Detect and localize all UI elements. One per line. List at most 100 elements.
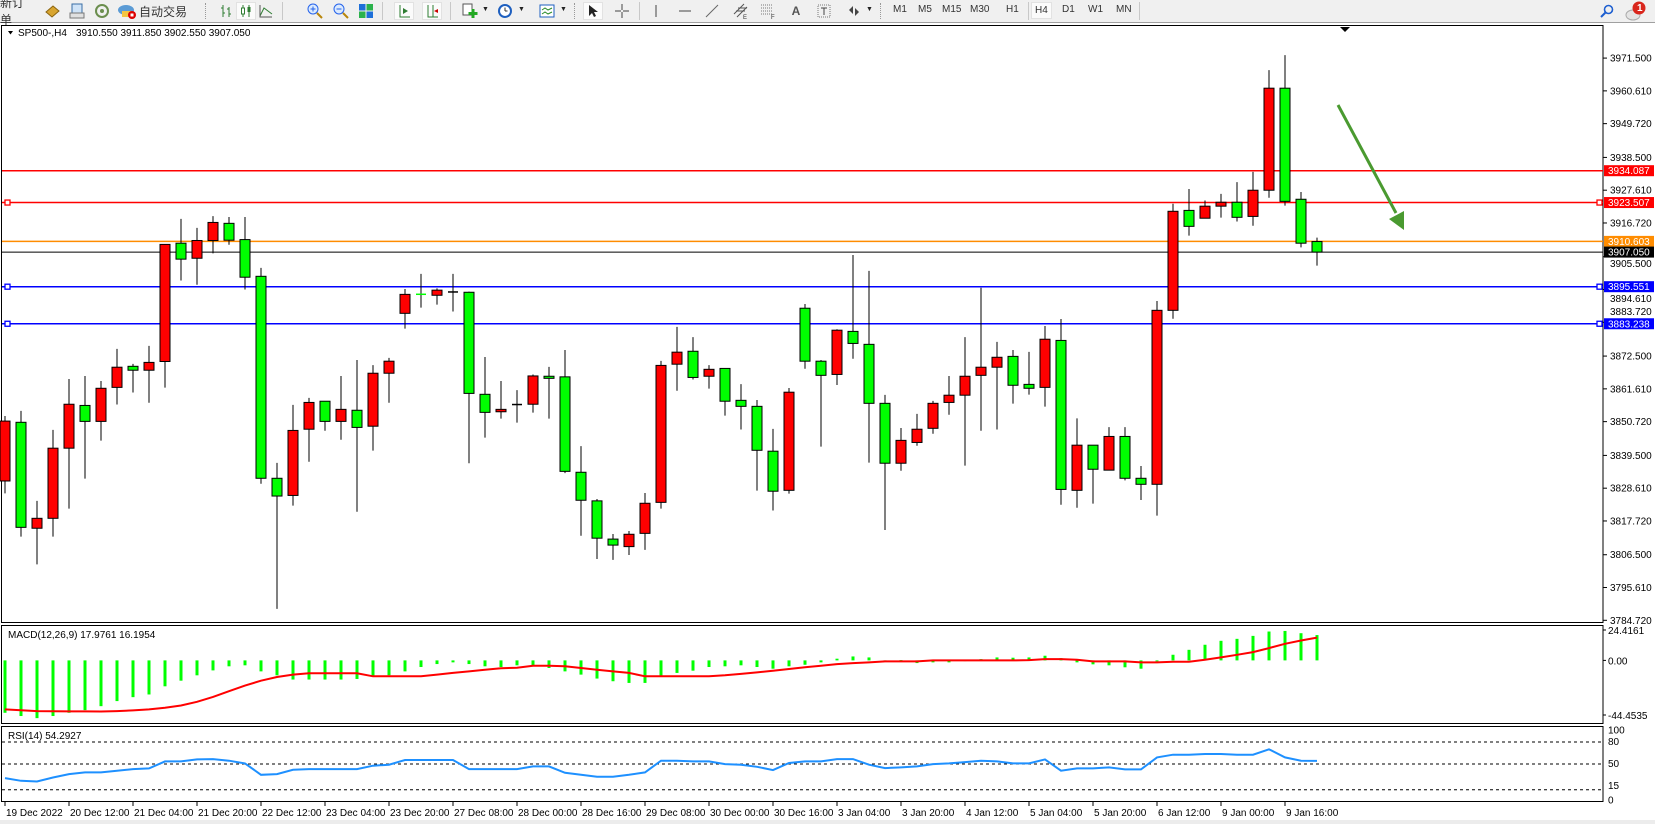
chart-header: SP500-,H4 3910.550 3911.850 3902.550 390… [8, 28, 251, 39]
chart-shift-icon[interactable] [422, 2, 442, 20]
candle-body [79, 404, 91, 422]
price-tag-label: 3910.603 [1608, 237, 1650, 248]
notifications-button[interactable]: 1 [1622, 1, 1650, 21]
candle [255, 267, 267, 484]
candle-body [543, 375, 555, 379]
price-axis-label: 3938.500 [1610, 153, 1652, 164]
macd-panel: 24.4161 0.00 -44.4535 [3, 626, 1648, 722]
toolbar-grip[interactable] [574, 3, 578, 19]
timeframe-d1[interactable]: D1 [1062, 4, 1075, 15]
zoom-in-icon[interactable] [305, 2, 325, 20]
candle [15, 410, 27, 537]
candle [367, 365, 379, 451]
candle-body [559, 376, 571, 472]
cursor-icon[interactable] [583, 2, 603, 20]
line-anchor-handle [1596, 283, 1603, 290]
candle-body [1167, 210, 1179, 311]
candle-body [1023, 383, 1035, 389]
vertical-line-icon[interactable] [646, 2, 666, 20]
timeframe-h1[interactable]: H1 [1006, 4, 1019, 15]
candle-body [255, 275, 267, 479]
timeframe-m15[interactable]: M15 [942, 4, 962, 15]
timeframe-h4[interactable]: H4 [1031, 2, 1052, 19]
arrows-dropdown-icon[interactable]: ▼ [866, 6, 873, 13]
chart-header-collapse-icon[interactable] [8, 31, 13, 35]
macd-histogram-bar [451, 660, 455, 663]
templates-icon[interactable] [537, 2, 557, 20]
price-tag-label: 3934.087 [1608, 166, 1650, 177]
macd-label: MACD(12,26,9) 17.9761 16.1954 [8, 630, 156, 641]
candlesticks [0, 55, 1323, 609]
periods-dropdown-icon[interactable]: ▼ [518, 6, 525, 13]
candle [863, 270, 875, 463]
candle [1247, 171, 1259, 226]
market-watch-icon[interactable] [42, 2, 62, 20]
periods-clock-icon[interactable] [495, 2, 515, 20]
candle [607, 533, 619, 560]
navigator-icon[interactable] [92, 2, 112, 20]
candle [895, 428, 907, 471]
text-label-icon[interactable] [814, 2, 834, 20]
data-window-icon[interactable] [67, 2, 87, 20]
templates-dropdown-icon[interactable]: ▼ [560, 6, 567, 13]
macd-histogram-bar [1283, 630, 1287, 661]
candle-body [207, 221, 219, 241]
timeframe-m30[interactable]: M30 [970, 4, 990, 15]
timeframe-m1[interactable]: M1 [893, 4, 907, 15]
candlestick-chart-icon[interactable] [236, 2, 256, 20]
trend-arrow[interactable] [1336, 104, 1404, 230]
candle-body [271, 477, 283, 497]
toolbar-grip[interactable] [205, 3, 209, 19]
arrows-icon[interactable] [844, 2, 864, 20]
candle-body [767, 450, 779, 492]
new-order-button[interactable]: 新订单 [0, 0, 32, 27]
macd-histogram-bar [387, 660, 391, 676]
time-axis-label: 30 Dec 16:00 [774, 808, 834, 819]
candle [287, 404, 299, 506]
tile-windows-icon[interactable] [356, 2, 376, 20]
zoom-out-icon[interactable] [331, 2, 351, 20]
timeframe-m5[interactable]: M5 [918, 4, 932, 15]
candle-body [239, 239, 251, 278]
horizontal-line-icon[interactable] [675, 2, 695, 20]
auto-scroll-icon[interactable] [394, 2, 414, 20]
candle-body [1071, 444, 1083, 491]
macd-histogram-bar [835, 658, 839, 661]
new-chart-dropdown-icon[interactable]: ▼ [482, 6, 489, 13]
candle [127, 363, 139, 393]
macd-histogram-bar [755, 660, 759, 668]
candle-body [687, 350, 699, 378]
candle-body [1007, 355, 1019, 386]
new-chart-icon[interactable] [460, 2, 480, 20]
price-tag-label: 3895.551 [1608, 282, 1650, 293]
price-axis-label: 3839.500 [1610, 451, 1652, 462]
chart-shift-marker-icon[interactable] [1340, 27, 1350, 32]
macd-histogram-bar [1155, 660, 1159, 662]
candle-body [335, 408, 347, 422]
equidistant-channel-icon[interactable]: E [731, 2, 751, 20]
candle-body [895, 439, 907, 464]
price-axis-label: 3817.720 [1610, 517, 1652, 528]
auto-trading-button[interactable]: 自动交易 [117, 2, 203, 20]
text-tool-icon[interactable]: A [791, 4, 801, 18]
macd-histogram-bar [483, 660, 487, 667]
fibonacci-retracement-icon[interactable]: F [758, 2, 778, 20]
timeframe-w1[interactable]: W1 [1088, 4, 1103, 15]
candle [351, 359, 363, 512]
candle-body [63, 403, 75, 449]
trendline-icon[interactable] [702, 2, 722, 20]
candle-body [943, 394, 955, 403]
line-chart-icon[interactable] [256, 2, 276, 20]
crosshair-icon[interactable] [612, 2, 632, 20]
toolbar-grip[interactable] [880, 3, 884, 19]
candle [1279, 55, 1291, 206]
timeframe-mn[interactable]: MN [1116, 4, 1132, 15]
macd-histogram-bar [1187, 649, 1191, 661]
toolbar-separator [450, 2, 451, 20]
macd-histogram-bar [1139, 660, 1143, 669]
search-icon[interactable] [1597, 2, 1617, 20]
bar-chart-icon[interactable] [216, 2, 236, 20]
candle-body [1183, 209, 1195, 227]
time-axis-label: 9 Jan 00:00 [1222, 808, 1275, 819]
